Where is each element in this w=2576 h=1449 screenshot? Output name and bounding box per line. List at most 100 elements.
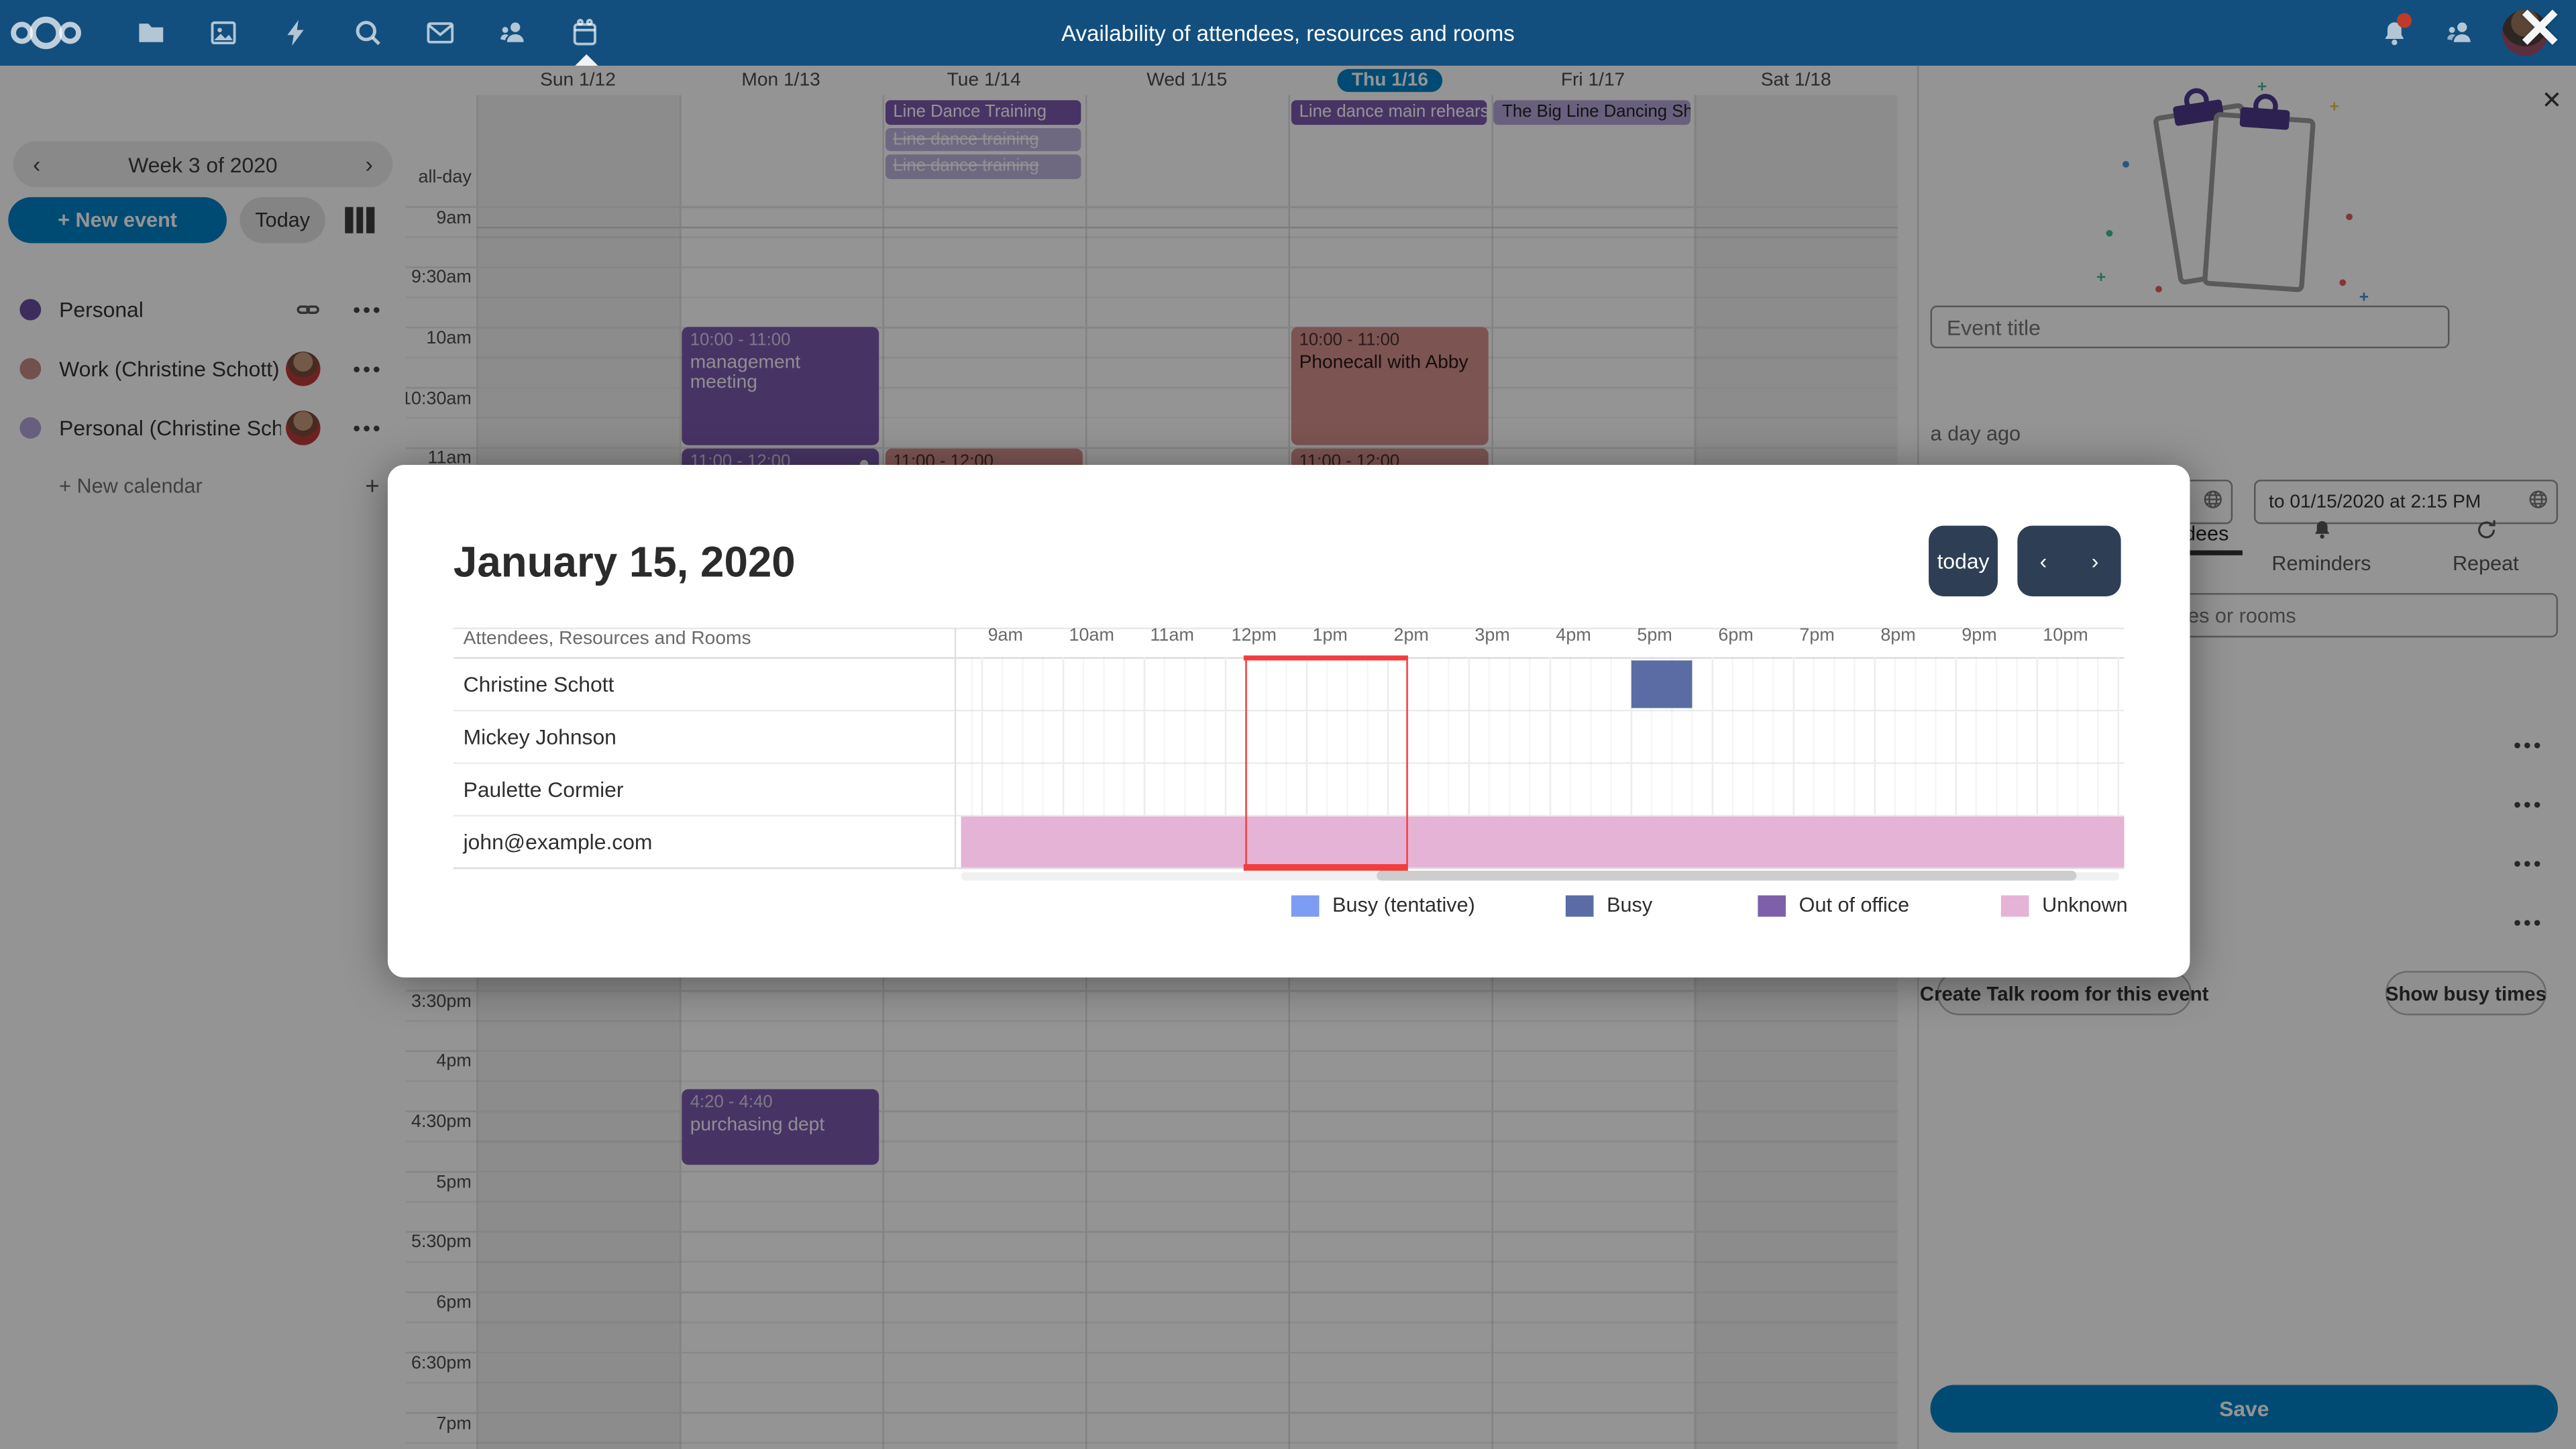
day-header-row: Sun 1/12 Mon 1/13 Tue 1/14 Wed 1/15 Thu 1/16… <box>476 66 1897 95</box>
calendar-menu-icon[interactable]: ••• <box>353 297 383 321</box>
attendee-menu-icon[interactable]: ••• <box>2513 851 2544 876</box>
globe-icon[interactable] <box>2528 487 2548 517</box>
attendee-menu-icon[interactable]: ••• <box>2513 733 2544 757</box>
allday-event[interactable]: Line dance main rehearsal <box>1291 100 1488 124</box>
close-icon[interactable]: ✕ <box>2541 87 2563 115</box>
event-title: management meeting <box>690 353 801 393</box>
modal-today-button[interactable]: today <box>1929 525 1998 596</box>
save-button[interactable]: Save <box>1930 1385 2559 1433</box>
time-gutter-label: 3:30pm <box>411 991 472 1012</box>
calendar-name: Personal <box>59 297 144 321</box>
legend-label: Busy (tentative) <box>1332 894 1475 917</box>
time-gutter-label: 6:30pm <box>411 1353 472 1373</box>
calendar-event[interactable]: 4:20 - 4:40 purchasing dept <box>682 1089 879 1165</box>
legend-swatch <box>1758 894 1786 916</box>
calendar-icon[interactable] <box>549 0 621 66</box>
tab-reminders[interactable]: Reminders <box>2247 519 2395 575</box>
day-header[interactable]: Wed 1/15 <box>1085 66 1289 95</box>
week-label[interactable]: Week 3 of 2020 <box>128 152 278 177</box>
link-icon[interactable] <box>296 297 321 321</box>
search-icon[interactable] <box>332 0 405 66</box>
calendar-color-dot <box>19 298 42 320</box>
selected-time-range[interactable] <box>1244 654 1409 870</box>
event-title-input[interactable]: Event title <box>1930 305 2450 349</box>
legend-item: Busy (tentative) <box>1291 894 1475 917</box>
tab-repeat[interactable]: Repeat <box>2428 519 2543 575</box>
event-time: 10:00 - 11:00 <box>690 330 791 350</box>
availability-timeline[interactable] <box>957 657 2125 868</box>
time-gutter-label: 6pm <box>436 1293 472 1313</box>
week-next-icon[interactable]: › <box>365 151 373 178</box>
today-button[interactable]: Today <box>239 197 325 244</box>
contacts-menu-icon[interactable] <box>2436 0 2483 66</box>
files-icon[interactable] <box>115 0 187 66</box>
mail-icon[interactable] <box>404 0 476 66</box>
day-header[interactable]: Sat 1/18 <box>1695 66 1898 95</box>
week-navigation[interactable]: ‹ Week 3 of 2020 › <box>13 141 393 188</box>
allday-event[interactable]: The Big Line Dancing Show <box>1493 100 1690 124</box>
notification-dot <box>2397 13 2412 28</box>
calendar-color-dot <box>19 357 42 379</box>
create-talk-room-button[interactable]: Create Talk room for this event <box>1920 971 2208 1016</box>
contacts-icon[interactable] <box>476 0 549 66</box>
legend-item: Out of office <box>1758 894 1909 917</box>
day-header[interactable]: Sun 1/12 <box>476 66 680 95</box>
show-busy-times-button[interactable]: Show busy times <box>2385 971 2546 1016</box>
nextcloud-logo-icon[interactable] <box>0 0 92 66</box>
day-header-today[interactable]: Thu 1/16 <box>1289 66 1492 95</box>
activity-icon[interactable] <box>260 0 332 66</box>
to-datetime-input[interactable]: to 01/15/2020 at 2:15 PM <box>2254 480 2559 525</box>
day-header-label: Mon 1/13 <box>741 70 820 91</box>
calendar-menu-icon[interactable]: ••• <box>353 415 383 440</box>
new-event-button[interactable]: + New event <box>8 197 227 244</box>
day-header[interactable]: Mon 1/13 <box>680 66 883 95</box>
photos-icon[interactable] <box>187 0 260 66</box>
attendee-name: john@example.com <box>463 828 653 854</box>
calendar-list-item[interactable]: Work (Christine Schott) ••• <box>0 340 406 396</box>
user-avatar[interactable] <box>2502 9 2548 56</box>
legend-swatch <box>1565 894 1594 916</box>
timeline-hour-label: 2pm <box>1393 626 1429 646</box>
allday-event[interactable]: Line dance training <box>885 127 1081 152</box>
day-header[interactable]: Tue 1/14 <box>882 66 1085 95</box>
calendar-list-item[interactable]: Personal (Christine Scho… ••• <box>0 399 406 455</box>
calendar-menu-icon[interactable]: ••• <box>353 356 383 380</box>
timeline-hour-label: 9am <box>987 626 1023 646</box>
attendee-name: Paulette Cormier <box>463 776 624 801</box>
chevron-right-icon[interactable]: › <box>2091 548 2099 574</box>
day-header-label: Sat 1/18 <box>1760 70 1831 91</box>
timeline-hour-label: 6pm <box>1718 626 1754 646</box>
chevron-left-icon[interactable]: ‹ <box>2039 548 2047 574</box>
availability-block-busy <box>1630 659 1692 708</box>
new-calendar-button[interactable]: + New calendar + <box>59 472 380 500</box>
day-header[interactable]: Fri 1/17 <box>1491 66 1695 95</box>
calendar-list-item[interactable]: Personal ••• <box>0 281 406 337</box>
attendee-name: Christine Schott <box>463 671 614 696</box>
calendar-event[interactable]: 10:00 - 11:00 Phonecall with Abby <box>1291 327 1489 445</box>
shared-avatar[interactable] <box>286 350 321 386</box>
timeline-hour-label: 7pm <box>1799 626 1835 646</box>
attendee-menu-icon[interactable]: ••• <box>2513 910 2544 935</box>
time-gutter-label: 4pm <box>436 1052 472 1072</box>
time-gutter-label: 9:30am <box>411 268 472 288</box>
allday-event[interactable]: Line dance training <box>885 154 1081 178</box>
week-prev-icon[interactable]: ‹ <box>32 151 41 178</box>
timeline-scrollbar-thumb[interactable] <box>1377 870 2077 881</box>
time-gutter-label: 5:30pm <box>411 1232 472 1253</box>
legend-swatch <box>1291 894 1320 916</box>
shared-avatar[interactable] <box>286 410 321 445</box>
calendar-color-dot <box>19 416 42 438</box>
calendar-event[interactable]: 10:00 - 11:00 management meeting <box>682 327 879 445</box>
allday-event[interactable]: Line Dance Training <box>885 100 1081 124</box>
timeline-hour-label: 12pm <box>1231 626 1277 646</box>
timeline-hour-label: 11am <box>1150 626 1194 646</box>
notifications-bell-icon[interactable] <box>2371 0 2417 66</box>
availability-modal: January 15, 2020 today ‹ › Attendees, Re… <box>387 465 2190 978</box>
clipboards-illustration: + + + + <box>2096 78 2369 307</box>
week-view-toggle-icon[interactable] <box>345 207 381 233</box>
globe-icon[interactable] <box>2203 487 2222 517</box>
attendee-menu-icon[interactable]: ••• <box>2513 792 2544 817</box>
legend-label: Busy <box>1607 894 1653 917</box>
timeline-hour-label: 10am <box>1069 626 1114 646</box>
legend-swatch <box>2000 894 2029 916</box>
